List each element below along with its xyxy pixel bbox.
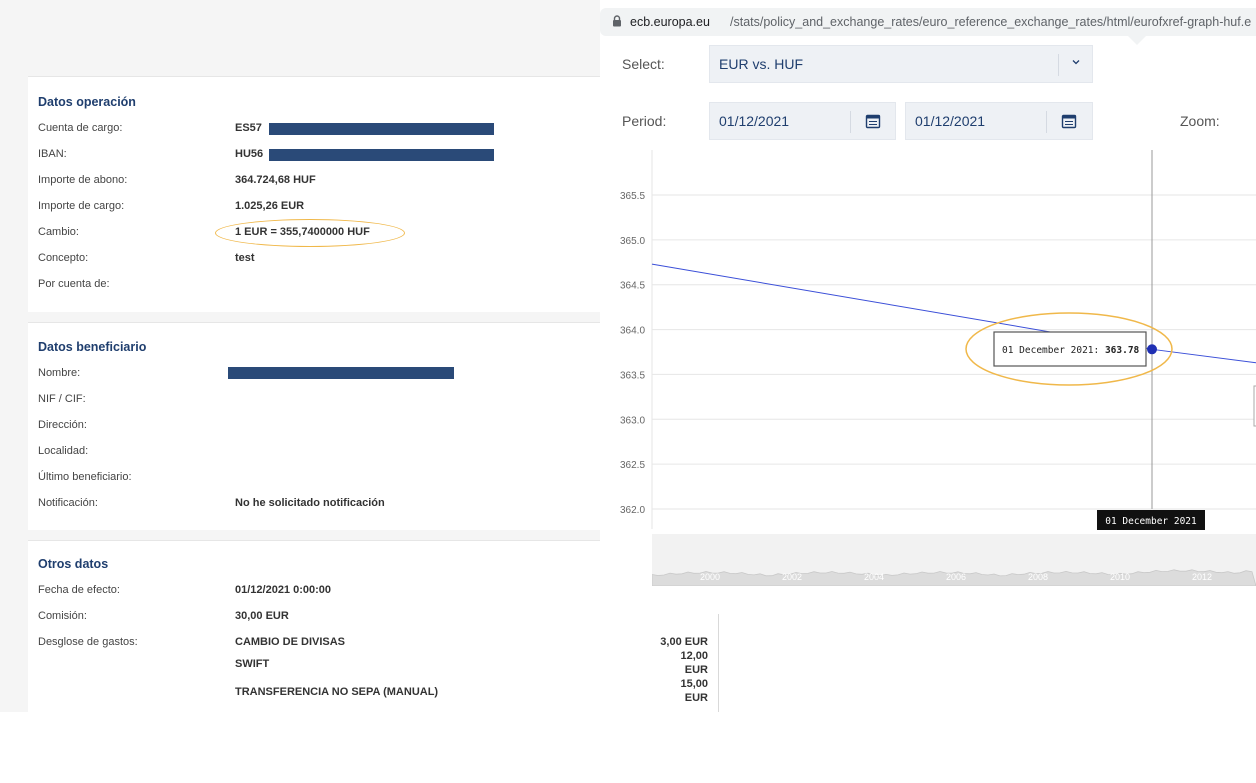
url-path: /stats/policy_and_exchange_rates/euro_re… <box>730 15 1252 29</box>
address-bar[interactable]: ecb.europa.eu /stats/policy_and_exchange… <box>600 8 1256 36</box>
y-tick-label: 362.5 <box>620 460 645 471</box>
ecb-rate-page: ecb.europa.eu /stats/policy_and_exchange… <box>600 0 1256 712</box>
period-label: Period: <box>622 113 667 129</box>
fee-value: 15,00 <box>680 678 708 690</box>
y-tick-label: 364.0 <box>620 326 645 337</box>
otros-datos-section: Otros datos Fecha de efecto: 01/12/2021 … <box>28 540 600 712</box>
navigator-series <box>652 569 1256 586</box>
desglose-value: CAMBIO DE DIVISAS <box>235 636 346 648</box>
field-label: Fecha de efecto: <box>38 584 120 596</box>
redaction-bar <box>228 367 454 379</box>
zoom-label: Zoom: <box>1180 113 1220 129</box>
notificacion-value: No he solicitado notificación <box>235 497 385 509</box>
popup-pointer <box>1128 36 1146 45</box>
url-host: ecb.europa.eu <box>630 15 710 29</box>
legend-box-edge <box>1253 385 1256 427</box>
data-point <box>1147 344 1157 355</box>
lock-icon <box>613 15 621 27</box>
section-title: Datos operación <box>38 95 136 109</box>
navigator-tick-label: 2002 <box>782 572 802 582</box>
field-label: Desglose de gastos: <box>38 636 138 648</box>
datos-operacion-section: Datos operación Cuenta de cargo: ES57 IB… <box>28 76 600 312</box>
y-tick-label: 365.0 <box>620 236 645 247</box>
iban-value: HU56 <box>235 148 264 160</box>
divider <box>718 614 719 712</box>
select-label: Select: <box>622 56 665 72</box>
field-label: Importe de cargo: <box>38 200 125 212</box>
desglose-value: SWIFT <box>235 658 270 670</box>
series-line <box>651 263 1256 364</box>
fee-value: 12,00 <box>680 650 708 662</box>
field-label: Localidad: <box>38 445 89 457</box>
y-tick-label: 362.0 <box>620 505 645 516</box>
field-label: Concepto: <box>38 252 89 264</box>
divider <box>1046 111 1047 133</box>
concepto-value: test <box>235 252 255 264</box>
period-from-input[interactable]: 01/12/2021 <box>709 102 896 140</box>
divider <box>850 111 851 133</box>
exchange-rate-chart[interactable]: 365.5 365.0 364.5 364.0 363.5 363.0 362.5 362.0… <box>600 150 1256 530</box>
cuenta-cargo-value: ES57 <box>235 122 262 134</box>
period-to-value: 01/12/2021 <box>915 113 986 129</box>
y-tick-label: 364.5 <box>620 281 645 292</box>
y-tick-label: 363.0 <box>620 415 645 426</box>
fee-value: 3,00 EUR <box>660 636 708 648</box>
fees-column: 3,00 EUR 12,00 EUR 15,00 EUR <box>600 614 720 712</box>
field-label: NIF / CIF: <box>38 393 86 405</box>
crosshair-label: 01 December 2021 <box>1105 516 1197 527</box>
fecha-efecto-value: 01/12/2021 0:00:00 <box>235 584 332 596</box>
navigator-tick-label: 2012 <box>1192 572 1212 582</box>
calendar-icon[interactable] <box>865 113 881 129</box>
redaction-bar <box>269 123 494 135</box>
navigator-tick-label: 2008 <box>1028 572 1048 582</box>
field-label: IBAN: <box>38 148 67 160</box>
field-label: Último beneficiario: <box>38 471 132 483</box>
datos-beneficiario-section: Datos beneficiario Nombre: NIF / CIF: Di… <box>28 322 600 530</box>
field-label: Cuenta de cargo: <box>38 122 123 134</box>
navigator-tick-label: 2006 <box>946 572 966 582</box>
fee-value: EUR <box>684 664 708 676</box>
period-from-value: 01/12/2021 <box>719 113 790 129</box>
field-label: Notificación: <box>38 497 98 509</box>
navigator-tick-label: 2004 <box>864 572 884 582</box>
y-tick-label: 363.5 <box>620 370 645 381</box>
field-label: Importe de abono: <box>38 174 128 186</box>
highlight-oval <box>215 219 405 247</box>
transfer-details-panel: Datos operación Cuenta de cargo: ES57 IB… <box>0 0 600 712</box>
field-label: Por cuenta de: <box>38 278 110 290</box>
tooltip-text: 01 December 2021: 363.78 <box>1002 345 1140 356</box>
chevron-down-icon <box>1072 60 1080 65</box>
currency-select-value: EUR vs. HUF <box>719 56 803 72</box>
field-label: Cambio: <box>38 226 79 238</box>
navigator-tick-label: 2000 <box>700 572 720 582</box>
tooltip-value: 363.78 <box>1105 345 1140 356</box>
importe-abono-value: 364.724,68 HUF <box>235 174 316 186</box>
calendar-icon[interactable] <box>1061 113 1077 129</box>
y-tick-label: 365.5 <box>620 191 645 202</box>
navigator-tick-label: 2010 <box>1110 572 1130 582</box>
section-title: Otros datos <box>38 557 109 571</box>
desglose-value: TRANSFERENCIA NO SEPA (MANUAL) <box>235 686 439 698</box>
comision-value: 30,00 EUR <box>235 610 289 622</box>
tooltip-box <box>993 331 1147 367</box>
currency-select[interactable]: EUR vs. HUF <box>709 45 1093 83</box>
section-title: Datos beneficiario <box>38 340 147 354</box>
fee-value: EUR <box>684 692 708 704</box>
field-label: Comisión: <box>38 610 87 622</box>
importe-cargo-value: 1.025,26 EUR <box>235 200 305 212</box>
field-label: Nombre: <box>38 367 81 379</box>
divider <box>1058 54 1059 76</box>
tooltip-date: 01 December 2021: <box>1002 345 1105 356</box>
redaction-bar <box>269 149 494 161</box>
period-to-input[interactable]: 01/12/2021 <box>905 102 1093 140</box>
crosshair-label-box <box>1097 510 1205 530</box>
field-label: Dirección: <box>38 419 87 431</box>
highlight-oval <box>965 312 1173 386</box>
chart-navigator[interactable]: 2000 2002 2004 2006 2008 2010 2012 <box>652 534 1256 586</box>
